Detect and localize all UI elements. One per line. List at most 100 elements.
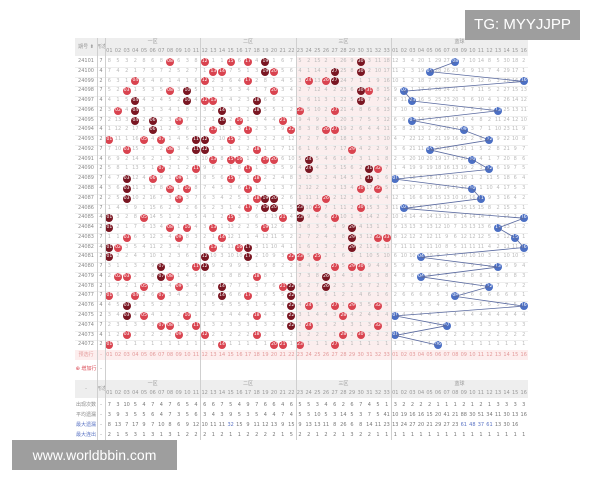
omission-cell: 17: [452, 126, 459, 133]
omission-cell: 21: [443, 116, 450, 123]
period-header[interactable]: 期号 ⬍: [75, 38, 97, 56]
omission-cell: 7: [116, 175, 120, 182]
omission-cell: 11: [366, 243, 373, 250]
preselect-cell[interactable]: 06: [148, 350, 157, 361]
red-ball: 05: [140, 214, 148, 223]
omission-cell: 8: [107, 58, 111, 64]
preselect-cell[interactable]: 30: [356, 350, 365, 361]
preselect-cell[interactable]: 16: [235, 350, 244, 361]
omission-cell: 15: [383, 87, 390, 94]
omission-cell: 4: [220, 302, 224, 309]
preselect-cell[interactable]: 12: [200, 350, 209, 361]
preselect-cell[interactable]: 22: [287, 350, 296, 361]
preselect-cell[interactable]: 04: [131, 350, 140, 361]
omission-cell: 5: [436, 292, 440, 299]
form-cell: 4: [99, 302, 103, 309]
preselect-cell[interactable]: 13: [209, 350, 218, 361]
omission-cell: 9: [462, 263, 466, 270]
stat-value: 2: [427, 402, 432, 409]
preselect-cell[interactable]: 28: [339, 350, 348, 361]
preselect-cell[interactable]: 13: [493, 350, 503, 361]
preselect-cell[interactable]: 05: [139, 350, 149, 361]
preselect-cell[interactable]: 21: [278, 350, 287, 361]
preselect-cell[interactable]: 33: [382, 350, 391, 361]
omission-cell: 3: [479, 165, 483, 172]
omission-cell: 5: [350, 175, 354, 182]
omission-cell: 2: [350, 126, 354, 133]
omission-cell: 1: [142, 302, 146, 309]
preselect-cell[interactable]: 12: [485, 350, 494, 361]
stat-value: 6: [203, 402, 207, 409]
omission-cell: 5: [315, 302, 319, 309]
red-number-header: 32: [373, 47, 383, 56]
omission-cell: 1: [211, 58, 215, 64]
stat-value: 1: [479, 432, 483, 439]
omission-cell: 3: [376, 204, 380, 211]
preselect-cell[interactable]: 09: [174, 350, 183, 361]
preselect-cell[interactable]: 31: [365, 350, 374, 361]
stat-value: 9: [246, 402, 250, 409]
stat-value: 1: [402, 432, 406, 439]
preselect-cell[interactable]: 17: [243, 350, 253, 361]
preselect-cell[interactable]: 18: [252, 350, 261, 361]
omission-cell: 1: [185, 77, 189, 84]
omission-cell: 5: [289, 204, 293, 211]
preselect-cell[interactable]: 10: [183, 350, 192, 361]
preselect-cell[interactable]: 11: [476, 350, 486, 361]
preselect-cell[interactable]: 05: [425, 350, 434, 361]
preselect-cell[interactable]: 10: [468, 350, 477, 361]
preselect-cell[interactable]: 03: [122, 350, 131, 361]
omission-cell: 8: [263, 272, 267, 279]
preselect-cell[interactable]: 02: [399, 350, 409, 361]
omission-cell: 7: [470, 87, 474, 94]
preselect-cell[interactable]: 07: [157, 350, 166, 361]
preselect-cell[interactable]: 01: [105, 350, 114, 361]
preselect-cell[interactable]: 20: [269, 350, 279, 361]
omission-cell: 21: [452, 87, 459, 94]
preselect-cell[interactable]: 03: [408, 350, 417, 361]
omission-cell: 2: [496, 87, 500, 94]
preselect-cell[interactable]: 08: [450, 350, 460, 361]
omission-cell: 11: [305, 194, 312, 201]
preselect-cell[interactable]: 06: [433, 350, 443, 361]
preselect-cell[interactable]: 23: [295, 350, 305, 361]
preselect-cell[interactable]: 29: [347, 350, 357, 361]
omission-cell: 5: [151, 302, 155, 309]
preselect-cell[interactable]: 09: [459, 350, 469, 361]
preselect-cell[interactable]: 07: [442, 350, 451, 361]
preselect-cell[interactable]: 01: [391, 350, 400, 361]
omission-cell: 7: [133, 224, 137, 231]
omission-cell: 8: [505, 272, 509, 279]
omission-cell: 5: [487, 87, 492, 94]
preselect-cell[interactable]: 26: [321, 350, 331, 361]
preselect-cell[interactable]: 02: [113, 350, 123, 361]
omission-cell: 5: [487, 233, 492, 240]
omission-cell: 19: [340, 126, 347, 133]
omission-cell: 20: [503, 155, 510, 162]
preselect-cell[interactable]: 11: [191, 350, 201, 361]
preselect-cell[interactable]: 15: [226, 350, 235, 361]
omission-cell: 4: [237, 77, 241, 84]
preselect-cell[interactable]: 14: [217, 350, 227, 361]
preselect-cell[interactable]: 24: [304, 350, 313, 361]
red-ball: 11: [192, 263, 200, 272]
preselect-cell[interactable]: 19: [261, 350, 270, 361]
preselect-cell[interactable]: 04: [416, 350, 426, 361]
red-ball: 26: [322, 282, 330, 291]
omission-cell: 2: [125, 126, 129, 133]
preselect-cell[interactable]: 16: [519, 350, 528, 361]
omission-cell: 8: [470, 77, 474, 84]
preselect-cell[interactable]: 32: [373, 350, 383, 361]
preselect-cell[interactable]: 14: [502, 350, 511, 361]
preselect-cell[interactable]: 15: [510, 350, 520, 361]
omission-cell: 3: [220, 77, 224, 84]
omission-cell: 2: [479, 331, 483, 338]
preselect-cell[interactable]: 27: [330, 350, 339, 361]
stat-value: 1: [211, 432, 215, 439]
omission-cell: 2: [229, 194, 233, 201]
add-row-button[interactable]: ⊕ 增加行: [75, 366, 97, 373]
preselect-cell[interactable]: 25: [313, 350, 322, 361]
stat-value: 5: [298, 412, 302, 419]
omission-cell: 4: [281, 302, 285, 309]
preselect-cell[interactable]: 08: [165, 350, 175, 361]
